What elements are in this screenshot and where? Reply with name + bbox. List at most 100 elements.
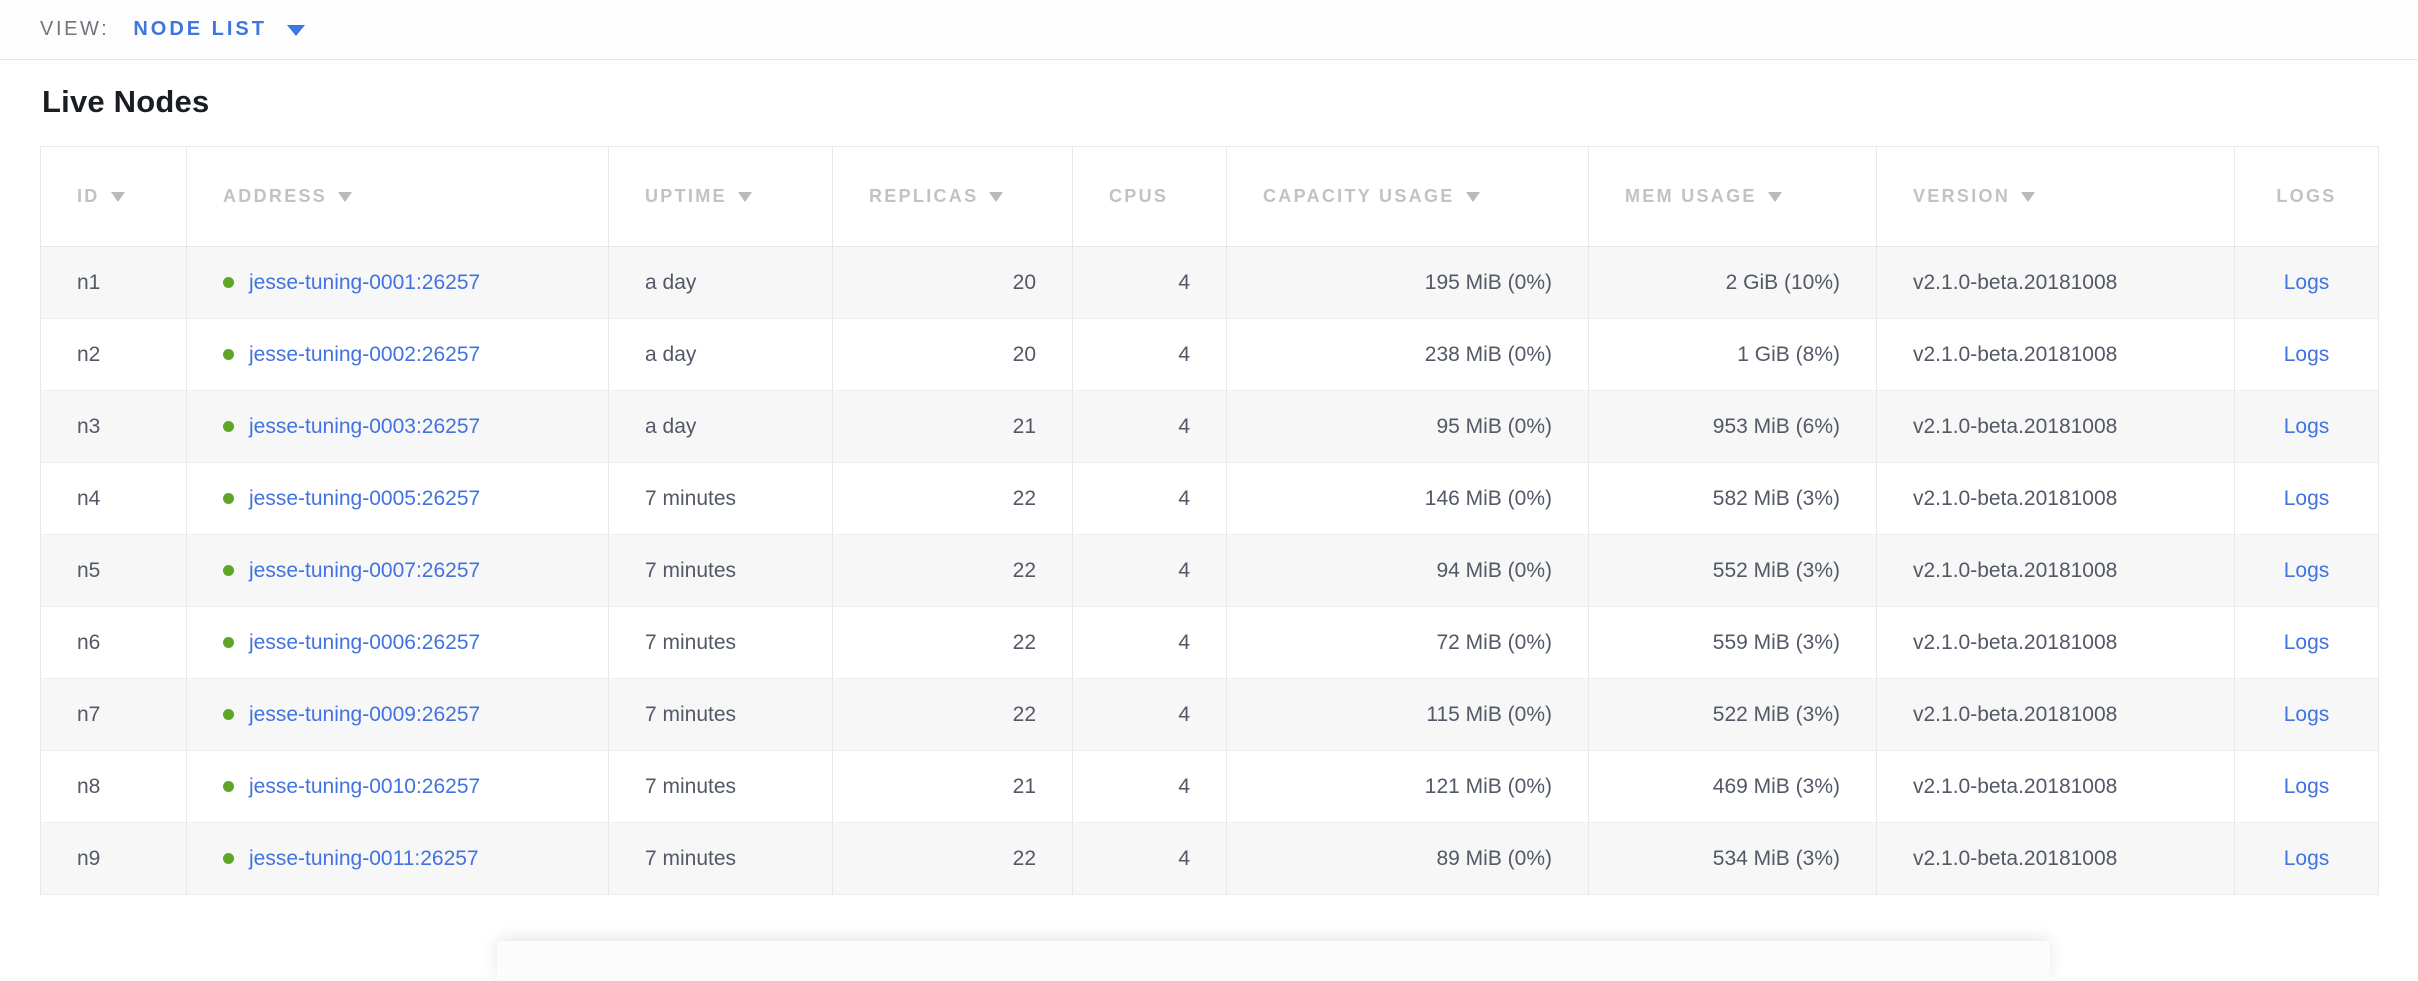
cell-capacity-usage: 121 MiB (0%)	[1226, 750, 1589, 823]
logs-link[interactable]: Logs	[2283, 342, 2330, 366]
cell-mem-usage: 552 MiB (3%)	[1588, 534, 1877, 607]
sort-button-replicas[interactable]: REPLICAS	[869, 186, 1004, 207]
cell-node-id: n2	[40, 318, 187, 391]
cell-logs: Logs	[2234, 678, 2379, 751]
cell-uptime: 7 minutes	[608, 822, 833, 895]
column-header-address[interactable]: ADDRESS	[186, 146, 609, 247]
cell-logs: Logs	[2234, 606, 2379, 679]
cell-cpus: 4	[1072, 318, 1227, 391]
cell-uptime: 7 minutes	[608, 534, 833, 607]
table-row-n4: n4 jesse-tuning-0005:26257 7 minutes 22 …	[40, 462, 2379, 535]
column-label: ADDRESS	[223, 186, 328, 206]
cell-uptime: a day	[608, 246, 833, 319]
node-address-link[interactable]: jesse-tuning-0010:26257	[249, 774, 481, 798]
cell-node-id: n6	[40, 606, 187, 679]
table-row-n8: n8 jesse-tuning-0010:26257 7 minutes 21 …	[40, 750, 2379, 823]
cell-node-id: n8	[40, 750, 187, 823]
column-label: CAPACITY USAGE	[1263, 186, 1455, 206]
logs-link[interactable]: Logs	[2283, 558, 2330, 582]
cell-version: v2.1.0-beta.20181008	[1876, 246, 2235, 319]
column-label: UPTIME	[645, 186, 727, 206]
cell-uptime: 7 minutes	[608, 462, 833, 535]
cell-logs: Logs	[2234, 534, 2379, 607]
live-status-icon	[223, 492, 234, 504]
sort-button-version[interactable]: VERSION	[1913, 186, 2036, 207]
cell-mem-usage: 582 MiB (3%)	[1588, 462, 1877, 535]
logs-link[interactable]: Logs	[2283, 630, 2330, 654]
sort-desc-icon	[1465, 191, 1480, 202]
cell-mem-usage: 469 MiB (3%)	[1588, 750, 1877, 823]
cell-address: jesse-tuning-0010:26257	[186, 750, 609, 823]
cell-node-id: n7	[40, 678, 187, 751]
cell-capacity-usage: 94 MiB (0%)	[1226, 534, 1589, 607]
live-nodes-table: ID ADDRESS UPTIME REPLICAS CPUS CAPACITY…	[40, 146, 2379, 895]
cell-cpus: 4	[1072, 534, 1227, 607]
cell-capacity-usage: 89 MiB (0%)	[1226, 822, 1589, 895]
node-address-link[interactable]: jesse-tuning-0002:26257	[249, 342, 481, 366]
main-content: Live Nodes ID ADDRESS UPTIME REPLICAS	[0, 84, 2418, 895]
node-address-link[interactable]: jesse-tuning-0011:26257	[249, 846, 479, 870]
cell-version: v2.1.0-beta.20181008	[1876, 678, 2235, 751]
cell-capacity-usage: 238 MiB (0%)	[1226, 318, 1589, 391]
column-header-capacity-usage[interactable]: CAPACITY USAGE	[1226, 146, 1589, 247]
node-address-link[interactable]: jesse-tuning-0001:26257	[249, 270, 481, 294]
cell-logs: Logs	[2234, 462, 2379, 535]
sort-button-address[interactable]: ADDRESS	[223, 186, 353, 207]
cell-logs: Logs	[2234, 390, 2379, 463]
cell-replicas: 20	[832, 318, 1073, 391]
column-header-uptime[interactable]: UPTIME	[608, 146, 833, 247]
sort-button-capacity-usage[interactable]: CAPACITY USAGE	[1263, 186, 1480, 207]
sort-button-uptime[interactable]: UPTIME	[645, 186, 752, 207]
cell-version: v2.1.0-beta.20181008	[1876, 390, 2235, 463]
column-label: REPLICAS	[869, 186, 979, 206]
cell-logs: Logs	[2234, 246, 2379, 319]
live-status-icon	[223, 276, 234, 288]
cell-replicas: 22	[832, 822, 1073, 895]
node-address-link[interactable]: jesse-tuning-0006:26257	[249, 630, 481, 654]
column-header-version[interactable]: VERSION	[1876, 146, 2235, 247]
next-section-shadow	[497, 941, 2050, 981]
logs-link[interactable]: Logs	[2283, 486, 2330, 510]
live-status-icon	[223, 564, 234, 576]
cell-uptime: 7 minutes	[608, 606, 833, 679]
view-bar: VIEW: NODE LIST	[0, 0, 2418, 60]
cell-cpus: 4	[1072, 678, 1227, 751]
cell-address: jesse-tuning-0009:26257	[186, 678, 609, 751]
cell-mem-usage: 522 MiB (3%)	[1588, 678, 1877, 751]
logs-link[interactable]: Logs	[2283, 414, 2330, 438]
column-header-mem-usage[interactable]: MEM USAGE	[1588, 146, 1877, 247]
cell-uptime: a day	[608, 318, 833, 391]
logs-link[interactable]: Logs	[2283, 270, 2330, 294]
cell-address: jesse-tuning-0003:26257	[186, 390, 609, 463]
column-header-id[interactable]: ID	[40, 146, 187, 247]
table-header-row: ID ADDRESS UPTIME REPLICAS CPUS CAPACITY…	[40, 146, 2379, 247]
logs-link[interactable]: Logs	[2283, 846, 2330, 870]
logs-link[interactable]: Logs	[2283, 702, 2330, 726]
cell-address: jesse-tuning-0006:26257	[186, 606, 609, 679]
column-label: VERSION	[1913, 186, 2011, 206]
cell-version: v2.1.0-beta.20181008	[1876, 822, 2235, 895]
node-address-link[interactable]: jesse-tuning-0007:26257	[249, 558, 481, 582]
cell-mem-usage: 559 MiB (3%)	[1588, 606, 1877, 679]
sort-desc-icon	[737, 191, 752, 202]
cell-capacity-usage: 72 MiB (0%)	[1226, 606, 1589, 679]
page-title: Live Nodes	[42, 84, 210, 119]
cell-mem-usage: 1 GiB (8%)	[1588, 318, 1877, 391]
cell-address: jesse-tuning-0011:26257	[186, 822, 609, 895]
cell-mem-usage: 534 MiB (3%)	[1588, 822, 1877, 895]
node-address-link[interactable]: jesse-tuning-0005:26257	[249, 486, 481, 510]
column-header-replicas[interactable]: REPLICAS	[832, 146, 1073, 247]
sort-button-id[interactable]: ID	[77, 186, 125, 207]
node-address-link[interactable]: jesse-tuning-0009:26257	[249, 702, 481, 726]
cell-version: v2.1.0-beta.20181008	[1876, 318, 2235, 391]
cell-capacity-usage: 95 MiB (0%)	[1226, 390, 1589, 463]
logs-link[interactable]: Logs	[2283, 774, 2330, 798]
cell-cpus: 4	[1072, 462, 1227, 535]
cell-version: v2.1.0-beta.20181008	[1876, 606, 2235, 679]
column-label: LOGS	[2276, 186, 2337, 206]
view-selector[interactable]: NODE LIST	[133, 18, 305, 41]
node-address-link[interactable]: jesse-tuning-0003:26257	[249, 414, 481, 438]
sort-button-mem-usage[interactable]: MEM USAGE	[1625, 186, 1782, 207]
cell-cpus: 4	[1072, 822, 1227, 895]
table-row-n5: n5 jesse-tuning-0007:26257 7 minutes 22 …	[40, 534, 2379, 607]
